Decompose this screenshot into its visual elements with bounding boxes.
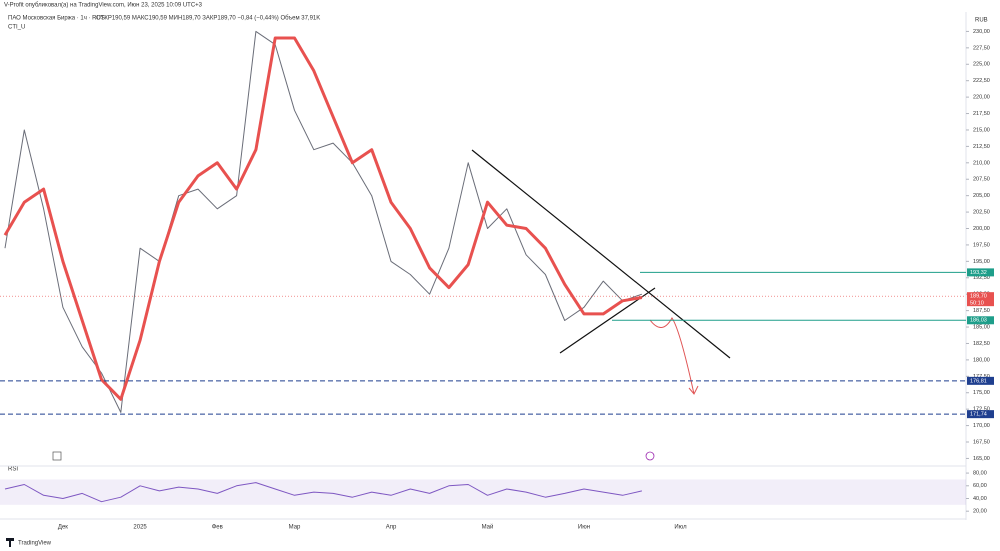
y-tick-label: 172,50 — [973, 407, 990, 413]
level-tag — [967, 410, 994, 419]
y-tick-label: 205,00 — [973, 193, 990, 199]
y-tick-label: 200,00 — [973, 226, 990, 232]
y-tick-label: 187,50 — [973, 308, 990, 314]
level-label: 186,03 — [970, 318, 987, 324]
price-line — [4, 30, 643, 413]
current-price-tag — [967, 292, 994, 307]
level-tag — [967, 376, 994, 385]
y-tick-label: 165,00 — [973, 456, 990, 462]
forecast-arrow — [649, 317, 699, 395]
rsi-title: RSI — [8, 467, 18, 473]
level-tag — [967, 268, 994, 277]
x-tick-label: 2025 — [133, 525, 147, 531]
y-tick-label: 20,00 — [973, 509, 987, 515]
indicator-line — [4, 482, 643, 503]
y-tick-label: 80,00 — [973, 471, 987, 477]
y-tick-label: 207,50 — [973, 177, 990, 183]
y-tick-label: 175,00 — [973, 390, 990, 396]
y-tick-label: 222,50 — [973, 78, 990, 84]
y-tick-label: 40,00 — [973, 496, 987, 502]
x-tick-label: Апр — [386, 525, 397, 531]
level-label: 171,74 — [970, 412, 987, 418]
y-tick-label: 220,00 — [973, 95, 990, 101]
x-tick-label: Дек — [58, 525, 68, 531]
y-tick-label: 215,00 — [973, 127, 990, 133]
y-tick-label: 217,50 — [973, 111, 990, 117]
y-tick-label: 230,00 — [973, 29, 990, 35]
level-tag — [967, 316, 994, 325]
tv-logo — [6, 538, 14, 547]
current-price-label: 189,70 — [970, 294, 987, 300]
y-tick-label: 180,00 — [973, 357, 990, 363]
y-tick-label: 185,00 — [973, 324, 990, 330]
y-tick-label: 202,50 — [973, 210, 990, 216]
y-tick-label: 210,00 — [973, 160, 990, 166]
trendline-upper — [471, 149, 731, 359]
published-line: V-Profit опубликовал(а) на TradingView.c… — [4, 3, 203, 9]
y-tick-label: 195,00 — [973, 259, 990, 265]
indicator-name: CTI_U — [8, 25, 25, 31]
currency: RUB — [975, 18, 988, 24]
y-tick-label: 167,50 — [973, 439, 990, 445]
x-tick-label: Мар — [289, 525, 301, 531]
event-icon — [52, 451, 62, 461]
y-tick-label: 225,00 — [973, 62, 990, 68]
y-tick-label: 212,50 — [973, 144, 990, 150]
symbol: ПАО Московская Биржа · 1ч · RUS — [8, 16, 105, 22]
y-tick-label: 177,50 — [973, 374, 990, 380]
y-tick-label: 182,50 — [973, 341, 990, 347]
footer-brand: TradingView — [18, 541, 52, 547]
y-tick-label: 197,50 — [973, 242, 990, 248]
y-tick-label: 60,00 — [973, 483, 987, 489]
x-tick-label: Фев — [212, 525, 223, 531]
dividend-icon — [645, 451, 655, 461]
y-tick-label: 170,00 — [973, 423, 990, 429]
level-label: 176,81 — [970, 378, 987, 384]
level-label: 193,32 — [970, 270, 987, 276]
x-tick-label: Май — [482, 524, 494, 531]
x-tick-label: Июл — [674, 525, 687, 531]
y-tick-label: 227,50 — [973, 45, 990, 51]
y-tick-label: 192,50 — [973, 275, 990, 281]
ohlc: ОТКР190,59 МАКС190,59 МИН189,70 ЗАКР189,… — [96, 16, 320, 22]
indicator-line — [3, 36, 643, 401]
x-tick-label: Июн — [578, 525, 590, 531]
rsi-band — [0, 479, 966, 505]
countdown: 50:10 — [970, 301, 984, 307]
